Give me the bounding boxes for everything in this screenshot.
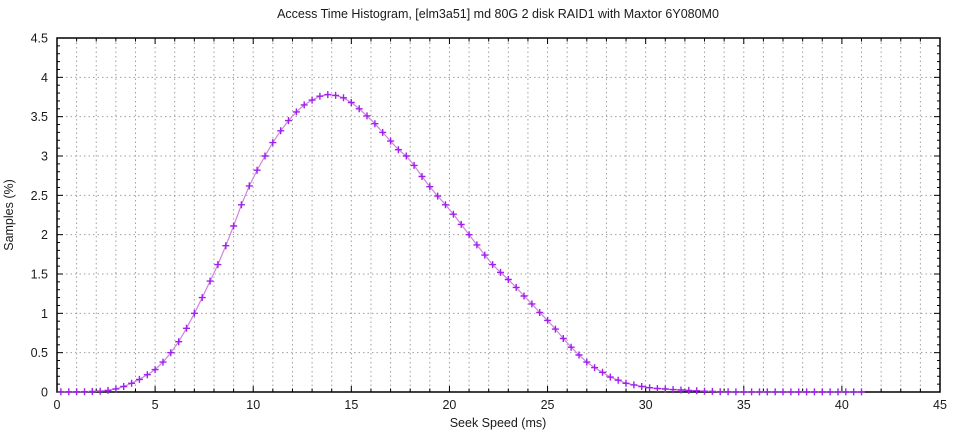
x-tick-label: 35 bbox=[737, 398, 751, 412]
y-tick-label: 2 bbox=[41, 228, 48, 242]
x-tick-labels: 0 5 10 15 20 25 30 35 40 45 bbox=[54, 398, 947, 412]
y-tick-label: 1 bbox=[41, 307, 48, 321]
y-tick-label: 4.5 bbox=[31, 32, 48, 46]
x-axis-label: Seek Speed (ms) bbox=[450, 416, 547, 430]
grid-lines bbox=[57, 38, 940, 392]
series-markers bbox=[57, 91, 865, 396]
x-tick-label: 45 bbox=[933, 398, 947, 412]
y-tick-label: 4 bbox=[41, 71, 48, 85]
x-tick-label: 10 bbox=[246, 398, 260, 412]
x-tick-label: 20 bbox=[442, 398, 456, 412]
y-axis-label: Samples (%) bbox=[2, 179, 16, 251]
plot-border bbox=[56, 37, 941, 393]
x-tick-label: 5 bbox=[152, 398, 159, 412]
x-tick-label: 30 bbox=[639, 398, 653, 412]
data-series bbox=[57, 91, 865, 396]
series-line bbox=[60, 93, 862, 393]
axis-ticks bbox=[57, 38, 940, 392]
x-tick-label: 0 bbox=[54, 398, 61, 412]
y-tick-label: 0.5 bbox=[31, 346, 48, 360]
y-tick-label: 3.5 bbox=[31, 110, 48, 124]
chart-title: Access Time Histogram, [elm3a51] md 80G … bbox=[277, 7, 719, 21]
y-tick-labels: 0 0.5 1 1.5 2 2.5 3 3.5 4 4.5 bbox=[31, 32, 48, 400]
x-tick-label: 40 bbox=[835, 398, 849, 412]
x-tick-label: 25 bbox=[541, 398, 555, 412]
x-tick-label: 15 bbox=[344, 398, 358, 412]
y-tick-label: 3 bbox=[41, 150, 48, 164]
y-tick-label: 0 bbox=[41, 386, 48, 400]
y-tick-label: 2.5 bbox=[31, 189, 48, 203]
y-tick-label: 1.5 bbox=[31, 268, 48, 282]
